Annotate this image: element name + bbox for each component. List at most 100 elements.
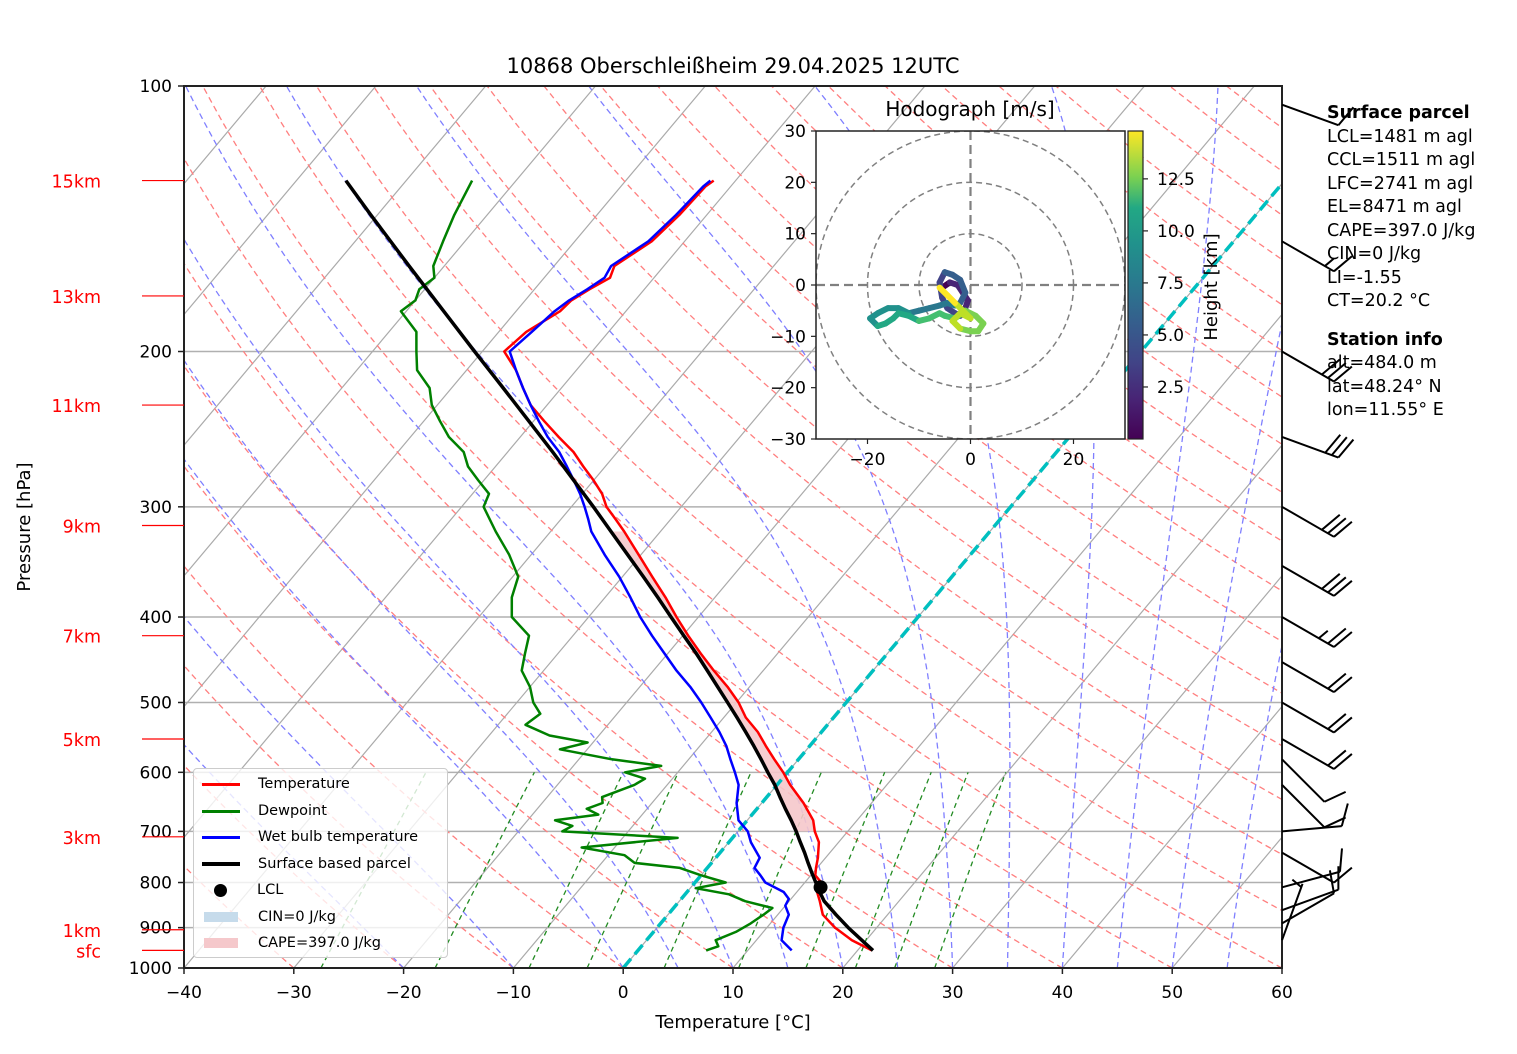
wind-barb xyxy=(1281,103,1355,127)
hodograph-y-tick-label: 0 xyxy=(795,276,806,296)
height-label: 15km xyxy=(52,173,101,193)
colorbar-tick-label: 12.5 xyxy=(1157,170,1195,190)
height-label: sfc xyxy=(76,942,101,962)
x-tick-label: −30 xyxy=(276,983,312,1003)
hodograph-y-tick-label: −10 xyxy=(770,327,806,347)
surface-parcel-heading: Surface parcel xyxy=(1327,103,1470,123)
surface-ct: CT=20.2 °C xyxy=(1327,291,1431,311)
legend-label: CIN=0 J/kg xyxy=(258,909,336,925)
dry-adiabat xyxy=(259,86,1282,968)
barb-staff xyxy=(1281,883,1304,941)
legend-swatch xyxy=(202,835,240,839)
colorbar-tick-label: 2.5 xyxy=(1157,378,1184,398)
wind-barb xyxy=(1281,738,1353,770)
isotherm xyxy=(842,444,1282,968)
barb-flag-full xyxy=(1324,434,1342,454)
height-label: 13km xyxy=(52,288,101,308)
moist-adiabat xyxy=(1226,642,1282,968)
surface-ccl: CCL=1511 m agl xyxy=(1327,150,1476,170)
legend-label: Temperature xyxy=(258,776,350,792)
barb-flag-full xyxy=(1340,803,1349,827)
barb-flag-full xyxy=(1333,521,1353,538)
mixing-ratio-line xyxy=(854,772,932,968)
hodograph-title: Hodograph [m/s] xyxy=(885,97,1054,121)
y-tick-label: 700 xyxy=(140,822,172,842)
barb-flag-full xyxy=(1321,514,1341,531)
x-tick-label: 30 xyxy=(942,983,964,1003)
barb-flag-full xyxy=(1337,106,1355,126)
station-info-heading: Station info xyxy=(1327,329,1443,350)
isotherm xyxy=(184,86,487,447)
station-lat: lat=48.24° N xyxy=(1327,376,1442,397)
mixing-ratio-line xyxy=(893,772,969,968)
cape-area xyxy=(611,531,815,832)
barb-flag-full xyxy=(1324,790,1347,803)
legend-item-cin: CIN=0 J/kg xyxy=(202,906,336,928)
surface-cape: CAPE=397.0 J/kg xyxy=(1327,220,1476,241)
dry-adiabat xyxy=(827,86,1282,446)
mixing-ratio-line xyxy=(586,772,679,968)
barb-flag-full xyxy=(1324,816,1347,829)
dry-adiabat xyxy=(202,86,1173,968)
barb-flag-full xyxy=(1327,627,1347,645)
legend-item-temperature: Temperature xyxy=(202,773,350,795)
height-label: 5km xyxy=(63,731,101,751)
barb-flag-full xyxy=(1327,672,1347,690)
barb-flag-full xyxy=(1327,713,1347,730)
barb-flag-full xyxy=(1327,576,1347,594)
dry-adiabat xyxy=(315,86,1282,912)
y-axis-label: Pressure [hPa] xyxy=(14,462,35,591)
legend-marker xyxy=(214,883,227,897)
barb-staff xyxy=(1281,825,1342,833)
x-tick-label: −10 xyxy=(495,983,531,1003)
legend: Temperature Dewpoint Wet bulb temperatur… xyxy=(193,768,448,958)
wind-barb xyxy=(1281,866,1340,912)
wind-barb xyxy=(1281,661,1353,693)
hodograph-x-tick-label: 0 xyxy=(965,450,976,470)
barb-flag-full xyxy=(1333,631,1353,648)
moist-adiabat xyxy=(184,359,679,968)
barb-flag-full xyxy=(1337,438,1355,459)
axes: −40 −30 −20 −10 0 10 20 30 40 50 60100200300400500… xyxy=(52,77,1293,1003)
station-alt: alt=484.0 m xyxy=(1327,353,1437,373)
barb-staff xyxy=(1281,505,1335,538)
mixing-ratio-line xyxy=(528,772,624,968)
isotherm xyxy=(1061,705,1282,968)
wind-barb xyxy=(1281,240,1353,273)
y-tick-label: 900 xyxy=(140,919,172,939)
mixing-ratio-line xyxy=(663,772,752,968)
freezing-level-line xyxy=(621,181,1282,968)
moist-adiabat xyxy=(184,237,734,968)
lcl-marker xyxy=(813,880,828,895)
barb-flag-full xyxy=(1321,573,1341,590)
legend-item-parcel: Surface based parcel xyxy=(202,853,411,875)
legend-item-lcl: LCL xyxy=(202,879,283,901)
moist-adiabat xyxy=(416,86,899,968)
y-tick-label: 300 xyxy=(140,498,172,518)
wind-barb xyxy=(1281,434,1355,459)
station-lon: lon=11.55° E xyxy=(1327,400,1444,420)
x-tick-label: −40 xyxy=(166,983,202,1003)
mixing-ratio-line xyxy=(434,772,535,968)
barb-flag-half xyxy=(1291,878,1302,888)
y-tick-label: 200 xyxy=(140,343,172,363)
barb-flag-half xyxy=(1324,257,1335,267)
wind-barb xyxy=(1281,616,1353,648)
x-tick-label: 60 xyxy=(1271,983,1293,1003)
barb-flag-full xyxy=(1327,362,1347,379)
legend-item-dewpoint: Dewpoint xyxy=(202,800,327,822)
y-tick-label: 100 xyxy=(140,77,172,97)
x-tick-label: 40 xyxy=(1052,983,1074,1003)
hodograph-segment xyxy=(936,284,951,299)
hodograph-y-tick-label: 20 xyxy=(784,173,806,193)
barb-flag-full xyxy=(1338,848,1343,872)
hodograph-x-tick-label: −20 xyxy=(850,450,886,470)
hodograph-y-tick-label: −20 xyxy=(770,379,806,399)
dry-adiabat xyxy=(184,565,624,968)
legend-item-wetbulb: Wet bulb temperature xyxy=(202,826,418,848)
barb-staff xyxy=(1281,738,1335,770)
wind-barb xyxy=(1281,758,1347,803)
barb-staff xyxy=(1281,436,1339,459)
dry-adiabat xyxy=(771,86,1282,493)
